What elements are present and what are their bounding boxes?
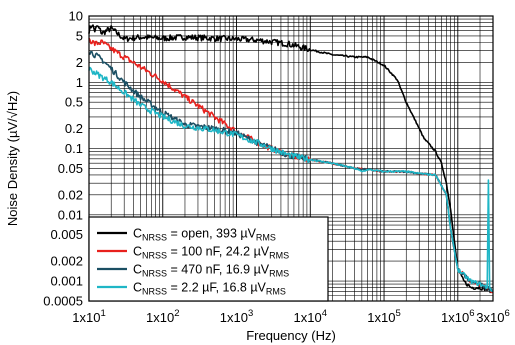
legend-label: CNRSS = 2.2 µF, 16.8 µVRMS <box>133 281 286 297</box>
legend-box <box>88 216 329 302</box>
x-tick-label: 3x106 <box>476 308 510 325</box>
legend-label: CNRSS = open, 393 µVRMS <box>133 227 276 243</box>
x-axis-label: Frequency (Hz) <box>246 328 336 343</box>
series-line-4 <box>88 66 494 292</box>
x-tick-labels: 1x101 1x102 1x103 1x104 1x105 1x106 3x106 <box>72 308 510 325</box>
y-tick-label: 0.05 <box>58 161 83 176</box>
y-tick-label: 0.005 <box>50 227 83 242</box>
y-tick-label: 0.002 <box>50 254 83 269</box>
legend-label: CNRSS = 100 nF, 24.2 µVRMS <box>133 245 289 261</box>
series-lines <box>88 24 494 294</box>
y-tick-label: 0.1 <box>65 141 83 156</box>
x-tick-label: 1x102 <box>146 308 180 325</box>
y-axis-label: Noise Density (µV/√Hz) <box>5 91 20 226</box>
y-tick-label: 0.5 <box>65 95 83 110</box>
x-tick-label: 1x105 <box>367 308 401 325</box>
x-tick-label: 1x103 <box>220 308 254 325</box>
y-tick-label: 10 <box>69 9 83 24</box>
legend: CNRSS = open, 393 µVRMS CNRSS = 100 nF, 2… <box>88 216 329 302</box>
y-tick-label: 1 <box>76 75 83 90</box>
y-tick-labels: 10 5 2 1 0.5 0.2 0.1 0.05 0.02 0.01 0.005 0.002 0.00… <box>43 9 83 309</box>
x-tick-label: 1x104 <box>294 308 328 325</box>
y-tick-label: 2 <box>76 55 83 70</box>
y-tick-label: 0.01 <box>58 207 83 222</box>
series-line-1 <box>88 24 494 294</box>
y-tick-label: 5 <box>76 28 83 43</box>
x-tick-label: 1x106 <box>441 308 475 325</box>
y-tick-label: 0.2 <box>65 121 83 136</box>
y-tick-label: 0.001 <box>50 274 83 289</box>
y-tick-label: 0.02 <box>58 187 83 202</box>
legend-label: CNRSS = 470 nF, 16.9 µVRMS <box>133 263 289 279</box>
y-tick-label: 0.0005 <box>43 294 83 309</box>
x-tick-label: 1x101 <box>72 308 106 325</box>
